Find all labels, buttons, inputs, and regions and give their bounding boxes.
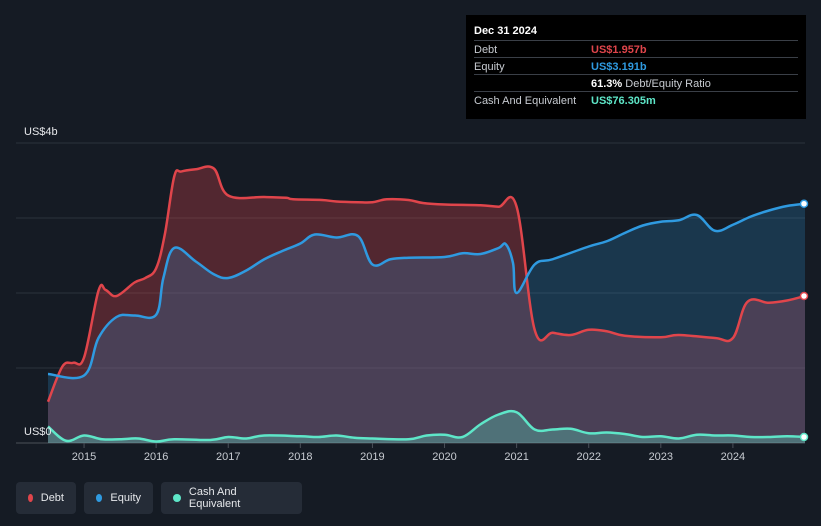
- tooltip-row-debt: Debt US$1.957b: [474, 40, 798, 58]
- legend-cash-label: Cash And Equivalent: [188, 486, 241, 510]
- series-end-markers: [799, 199, 809, 442]
- tooltip-debt-label: Debt: [474, 44, 498, 56]
- y-axis-top-label: US$4b: [24, 126, 58, 138]
- tooltip-row-ratio: 61.3% Debt/Equity Ratio: [474, 74, 798, 92]
- cash-and-equivalent-area: [48, 411, 805, 443]
- x-tick-label: 2024: [721, 451, 745, 463]
- debt-dot-icon: [28, 494, 33, 502]
- legend-item-cash[interactable]: Cash And Equivalent: [161, 482, 302, 514]
- series-lines: [46, 165, 806, 443]
- tooltip-equity-value: US$3.191b: [591, 61, 647, 73]
- legend: Debt Equity Cash And Equivalent: [16, 482, 302, 514]
- tooltip-panel: Dec 31 2024 Debt US$1.957b Equity US$3.1…: [466, 15, 806, 119]
- tooltip-debt-value: US$1.957b: [591, 44, 647, 56]
- x-tick-label: 2022: [576, 451, 600, 463]
- x-tick-label: 2016: [144, 451, 168, 463]
- legend-item-debt[interactable]: Debt: [16, 482, 76, 514]
- equity-area: [48, 203, 805, 443]
- tooltip-row-cash: Cash And Equivalent US$76.305m: [474, 91, 798, 109]
- equity-line: [47, 202, 806, 380]
- x-tick-label: 2017: [216, 451, 240, 463]
- series-areas: [48, 166, 805, 443]
- equity-end-point: [799, 199, 809, 208]
- legend-item-equity[interactable]: Equity: [84, 482, 153, 514]
- tooltip-equity-label: Equity: [474, 61, 505, 73]
- debt-end-point: [799, 291, 809, 301]
- legend-equity-label: Equity: [110, 492, 141, 504]
- legend-debt-label: Debt: [40, 492, 64, 504]
- cash-dot-icon: [173, 494, 181, 502]
- x-tick-label: 2019: [360, 451, 384, 463]
- x-axis-ticks: 2015 2016 2017 2018 2019 2020 2021 2022 2023 2024: [72, 443, 745, 463]
- tooltip-cash-label: Cash And Equivalent: [474, 95, 577, 107]
- y-axis-bottom-label: US$0: [24, 426, 52, 438]
- x-tick-label: 2015: [72, 451, 96, 463]
- x-tick-label: 2021: [504, 451, 528, 463]
- x-tick-label: 2023: [649, 451, 673, 463]
- grid-lines: [16, 142, 805, 444]
- tooltip-ratio-caption: Debt/Equity Ratio: [625, 78, 711, 90]
- debt-area: [48, 166, 805, 443]
- equity-dot-icon: [96, 494, 103, 502]
- tooltip-cash-value: US$76.305m: [591, 95, 656, 107]
- debt-line: [46, 165, 806, 403]
- tooltip-ratio-value: 61.3%: [591, 78, 623, 90]
- tooltip-row-equity: Equity US$3.191b: [474, 57, 798, 75]
- tooltip-date: Dec 31 2024: [474, 25, 537, 37]
- x-tick-label: 2018: [288, 451, 312, 463]
- cash-and-equivalent-end-point: [799, 432, 809, 442]
- x-tick-label: 2020: [432, 451, 456, 463]
- cash-and-equivalent-line: [47, 409, 806, 443]
